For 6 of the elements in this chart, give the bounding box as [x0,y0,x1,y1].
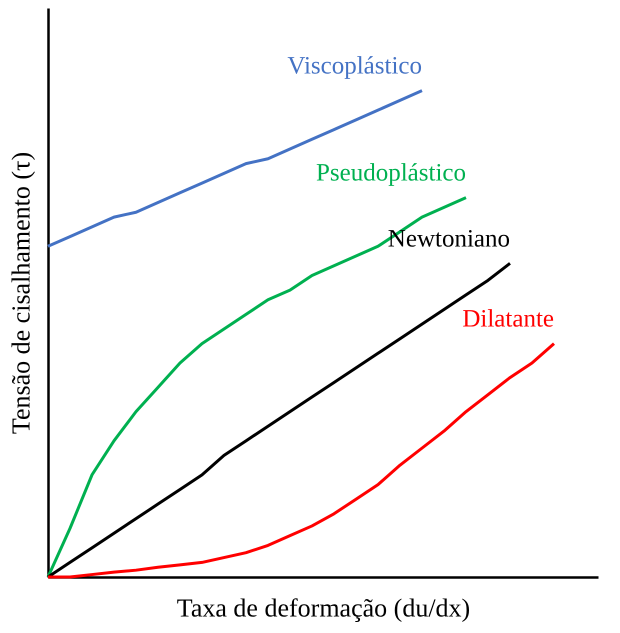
y-axis-title: Tensão de cisalhamento (τ) [6,152,36,434]
x-axis-title: Taxa de deformação (du/dx) [176,594,470,622]
series-label: Pseudoplástico [316,160,466,187]
series-label: Dilatante [462,306,554,333]
series-label: Newtoniano [388,225,510,252]
series-label: Viscoplástico [287,52,422,80]
